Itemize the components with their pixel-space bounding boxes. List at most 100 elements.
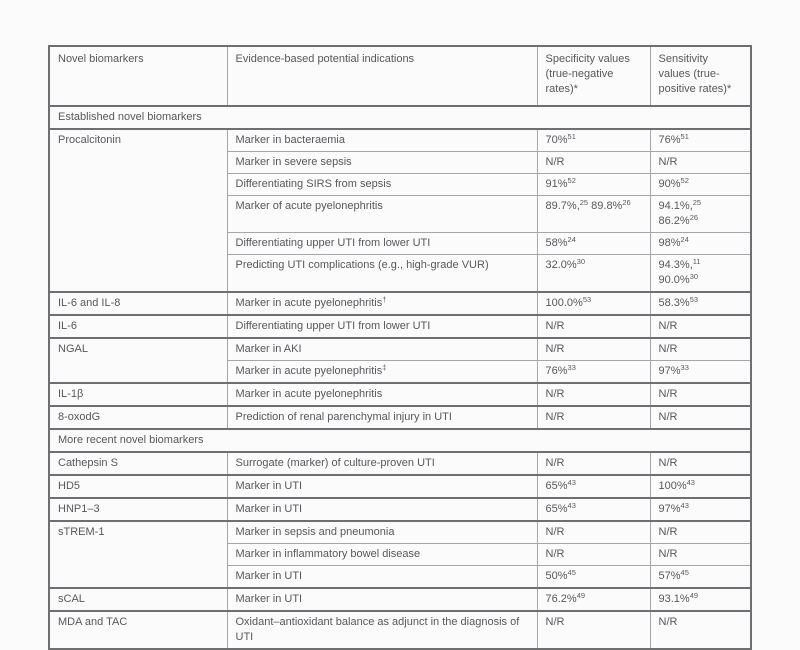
sensitivity-cell: 57%45	[649, 565, 752, 589]
sensitivity-cell: 58.3%53	[649, 291, 752, 316]
biomarkers-table: Novel biomarkers Evidence-based potentia…	[48, 45, 752, 650]
table-row: 8-oxodG Prediction of renal parenchymal …	[48, 405, 752, 430]
biomarker-cell: IL-6	[48, 314, 228, 339]
specificity-cell: N/R	[536, 382, 651, 407]
indication-cell: Marker in AKI	[226, 337, 538, 361]
biomarker-cell: HNP1–3	[48, 497, 228, 522]
sensitivity-cell: 98%24	[649, 232, 752, 255]
sensitivity-cell: N/R	[649, 520, 752, 544]
indication-cell: Marker in acute pyelonephritis	[226, 382, 538, 407]
indication-cell: Marker in UTI	[226, 587, 538, 612]
sensitivity-cell: 76%51	[649, 128, 752, 152]
indication-cell: Marker in sepsis and pneumonia	[226, 520, 538, 544]
specificity-cell: 89.7%,25 89.8%26	[536, 195, 651, 233]
indication-cell: Differentiating upper UTI from lower UTI	[226, 232, 538, 255]
indication-cell: Marker in UTI	[226, 497, 538, 522]
sensitivity-cell: 97%43	[649, 497, 752, 522]
indication-cell: Surrogate (marker) of culture-proven UTI	[226, 451, 538, 476]
sensitivity-cell: 100%43	[649, 474, 752, 499]
indication-cell: Marker of acute pyelonephritis	[226, 195, 538, 233]
biomarkers-table-container: Novel biomarkers Evidence-based potentia…	[48, 45, 752, 650]
sensitivity-cell: 97%33	[649, 360, 752, 384]
indication-cell: Oxidant–antioxidant balance as adjunct i…	[226, 610, 538, 650]
indication-cell: Differentiating upper UTI from lower UTI	[226, 314, 538, 339]
sensitivity-cell: N/R	[649, 337, 752, 361]
column-header-indications: Evidence-based potential indications	[226, 45, 538, 107]
section-header-row: Established novel biomarkers	[48, 105, 752, 130]
specificity-cell: 100.0%53	[536, 291, 651, 316]
table-row: IL-6 Differentiating upper UTI from lowe…	[48, 314, 752, 339]
specificity-cell: N/R	[536, 520, 651, 544]
specificity-cell: N/R	[536, 451, 651, 476]
indication-cell: Marker in acute pyelonephritis†	[226, 291, 538, 316]
section-header-established: Established novel biomarkers	[48, 105, 752, 130]
sensitivity-cell: N/R	[649, 405, 752, 430]
table-row: IL-6 and IL-8 Marker in acute pyelonephr…	[48, 291, 752, 316]
table-row: Cathepsin S Surrogate (marker) of cultur…	[48, 451, 752, 476]
sensitivity-cell: N/R	[649, 314, 752, 339]
indication-cell: Differentiating SIRS from sepsis	[226, 173, 538, 196]
specificity-cell: N/R	[536, 337, 651, 361]
specificity-cell: N/R	[536, 543, 651, 566]
indication-cell: Marker in bacteraemia	[226, 128, 538, 152]
table-row: Differentiating upper UTI from lower UTI…	[49, 232, 752, 255]
sensitivity-cell: 93.1%49	[649, 587, 752, 612]
table-row: IL-1β Marker in acute pyelonephritis N/R…	[48, 382, 752, 407]
specificity-cell: 58%24	[536, 232, 651, 255]
specificity-cell: 65%43	[536, 474, 651, 499]
column-header-sensitivity: Sensitivity values (true-positive rates)…	[649, 45, 752, 107]
indication-cell: Predicting UTI complications (e.g., high…	[226, 254, 538, 293]
specificity-cell: 50%45	[536, 565, 651, 589]
specificity-cell: 76.2%49	[536, 587, 651, 612]
biomarker-cell: sTREM-1	[48, 520, 228, 589]
sensitivity-cell: N/R	[649, 610, 752, 650]
specificity-cell: 65%43	[536, 497, 651, 522]
indication-cell: Marker in acute pyelonephritis‡	[226, 360, 538, 384]
table-row: sCAL Marker in UTI 76.2%49 93.1%49	[48, 587, 752, 612]
biomarker-cell: Procalcitonin	[48, 128, 228, 293]
sensitivity-cell: N/R	[649, 382, 752, 407]
column-header-biomarkers: Novel biomarkers	[48, 45, 228, 107]
sensitivity-cell: N/R	[649, 543, 752, 566]
indication-cell: Marker in UTI	[226, 565, 538, 589]
table-row: Marker of acute pyelonephritis 89.7%,25 …	[49, 195, 752, 233]
biomarker-cell: sCAL	[48, 587, 228, 612]
sensitivity-cell: N/R	[649, 151, 752, 174]
indication-cell: Marker in severe sepsis	[226, 151, 538, 174]
table-row: NGAL Marker in AKI N/R N/R	[48, 337, 752, 384]
indication-cell: Marker in UTI	[226, 474, 538, 499]
table-row: sTREM-1 Marker in sepsis and pneumonia N…	[48, 520, 752, 589]
biomarker-cell: NGAL	[48, 337, 228, 384]
biomarker-cell: MDA and TAC	[48, 610, 228, 650]
table-row: HNP1–3 Marker in UTI 65%43 97%43	[48, 497, 752, 522]
table-row: Marker in inflammatory bowel disease N/R…	[49, 543, 752, 566]
table-row: Predicting UTI complications (e.g., high…	[49, 254, 752, 293]
biomarker-cell: 8-oxodG	[48, 405, 228, 430]
table-row: Marker in UTI 50%45 57%45	[49, 565, 752, 589]
section-header-more-recent: More recent novel biomarkers	[48, 428, 752, 453]
table-header-row: Novel biomarkers Evidence-based potentia…	[48, 45, 752, 107]
specificity-cell: N/R	[536, 405, 651, 430]
indication-cell: Prediction of renal parenchymal injury i…	[226, 405, 538, 430]
indication-cell: Marker in inflammatory bowel disease	[226, 543, 538, 566]
specificity-cell: N/R	[536, 314, 651, 339]
sensitivity-cell: 94.1%,25 86.2%26	[649, 195, 752, 233]
table-row: Procalcitonin Marker in bacteraemia 70%5…	[48, 128, 752, 293]
specificity-cell: N/R	[536, 151, 651, 174]
table-row: HD5 Marker in UTI 65%43 100%43	[48, 474, 752, 499]
biomarker-cell: HD5	[48, 474, 228, 499]
biomarker-cell: IL-6 and IL-8	[48, 291, 228, 316]
biomarker-cell: IL-1β	[48, 382, 228, 407]
specificity-cell: 76%33	[536, 360, 651, 384]
biomarker-cell: Cathepsin S	[48, 451, 228, 476]
table-row: MDA and TAC Oxidant–antioxidant balance …	[48, 610, 752, 650]
sensitivity-cell: N/R	[649, 451, 752, 476]
column-header-specificity: Specificity values (true-negative rates)…	[536, 45, 651, 107]
sensitivity-cell: 90%52	[649, 173, 752, 196]
specificity-cell: 32.0%30	[536, 254, 651, 293]
section-header-row: More recent novel biomarkers	[48, 428, 752, 453]
specificity-cell: N/R	[536, 610, 651, 650]
sensitivity-cell: 94.3%,11 90.0%30	[649, 254, 752, 293]
specificity-cell: 70%51	[536, 128, 651, 152]
specificity-cell: 91%52	[536, 173, 651, 196]
